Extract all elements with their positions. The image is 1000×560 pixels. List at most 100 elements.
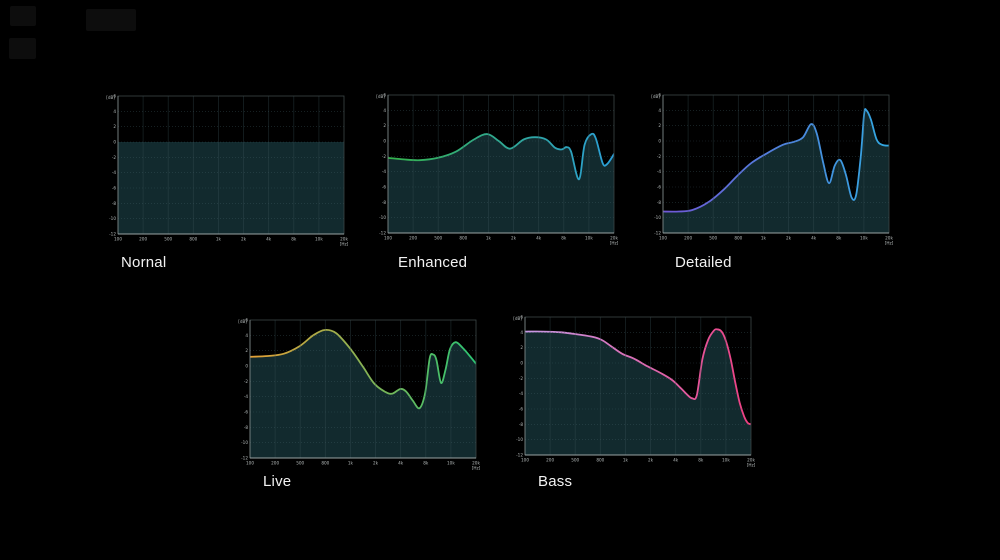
svg-text:20k: 20k (472, 461, 480, 466)
faint-artifact-box (86, 9, 136, 31)
svg-text:-8: -8 (112, 201, 117, 206)
svg-text:500: 500 (571, 458, 579, 463)
chart-title-enhanced: Enhanced (398, 254, 468, 271)
eq-chart-live: [dB] 6 4 2 0 -2 -4 -6 -8 -10 -12 100 200 500 800 1k 2k 4k… (238, 318, 480, 472)
svg-text:20k: 20k (747, 458, 755, 463)
svg-text:-12: -12 (379, 231, 386, 236)
svg-text:200: 200 (139, 237, 147, 242)
svg-text:8k: 8k (836, 236, 842, 241)
svg-text:-6: -6 (244, 410, 249, 415)
eq-chart-enhanced: [dB] 6 4 2 0 -2 -4 -6 -8 -10 -12 100 200 500 800 1k 2k 4k… (376, 93, 618, 247)
svg-text:2: 2 (658, 123, 661, 128)
svg-text:-4: -4 (112, 170, 117, 175)
chart-title-detailed: Detailed (675, 254, 732, 271)
svg-text:[dB]: [dB] (651, 94, 660, 99)
svg-text:-4: -4 (244, 394, 249, 399)
svg-text:-2: -2 (519, 376, 524, 381)
svg-text:4k: 4k (811, 236, 817, 241)
svg-text:-12: -12 (241, 456, 248, 461)
svg-text:100: 100 (659, 236, 667, 241)
svg-text:800: 800 (321, 461, 329, 466)
svg-text:1k: 1k (486, 236, 492, 241)
svg-text:4k: 4k (398, 461, 404, 466)
svg-text:10k: 10k (722, 458, 730, 463)
svg-text:-10: -10 (379, 215, 386, 220)
svg-text:0: 0 (245, 364, 248, 369)
svg-text:10k: 10k (447, 461, 455, 466)
svg-text:500: 500 (709, 236, 717, 241)
svg-text:2k: 2k (241, 237, 247, 242)
svg-text:800: 800 (596, 458, 604, 463)
svg-text:10k: 10k (860, 236, 868, 241)
svg-text:0: 0 (520, 361, 523, 366)
svg-text:8k: 8k (698, 458, 704, 463)
svg-text:-2: -2 (382, 154, 387, 159)
svg-text:[Hz]: [Hz] (610, 241, 618, 246)
svg-text:6: 6 (245, 318, 248, 323)
svg-text:6: 6 (658, 93, 661, 98)
svg-text:-6: -6 (112, 186, 117, 191)
svg-text:500: 500 (164, 237, 172, 242)
svg-text:-8: -8 (244, 425, 249, 430)
svg-text:4: 4 (113, 109, 116, 114)
svg-text:[Hz]: [Hz] (340, 242, 348, 247)
svg-text:500: 500 (296, 461, 304, 466)
svg-text:-10: -10 (241, 440, 248, 445)
svg-text:6: 6 (520, 315, 523, 320)
svg-text:10k: 10k (315, 237, 323, 242)
svg-text:-8: -8 (382, 200, 387, 205)
chart-title-bass: Bass (538, 473, 573, 490)
svg-text:-10: -10 (109, 216, 116, 221)
svg-text:4k: 4k (673, 458, 679, 463)
svg-text:200: 200 (546, 458, 554, 463)
svg-text:-6: -6 (382, 185, 387, 190)
svg-text:-12: -12 (654, 231, 661, 236)
chart-title-normal: Nornal (121, 254, 167, 271)
svg-text:4: 4 (383, 108, 386, 113)
svg-text:20k: 20k (610, 236, 618, 241)
svg-text:2k: 2k (648, 458, 654, 463)
svg-text:20k: 20k (340, 237, 348, 242)
svg-text:4k: 4k (266, 237, 272, 242)
svg-text:200: 200 (684, 236, 692, 241)
svg-text:-12: -12 (516, 453, 523, 458)
svg-text:4k: 4k (536, 236, 542, 241)
svg-text:-4: -4 (382, 169, 387, 174)
svg-text:[dB]: [dB] (106, 95, 115, 100)
svg-text:20k: 20k (885, 236, 893, 241)
svg-text:-2: -2 (112, 155, 117, 160)
svg-text:200: 200 (409, 236, 417, 241)
svg-text:500: 500 (434, 236, 442, 241)
eq-chart-detailed: [dB] 6 4 2 0 -2 -4 -6 -8 -10 -12 100 200 500 800 1k 2k 4k… (651, 93, 893, 247)
svg-text:[dB]: [dB] (513, 316, 522, 321)
svg-text:0: 0 (383, 139, 386, 144)
svg-text:8k: 8k (561, 236, 567, 241)
svg-text:800: 800 (734, 236, 742, 241)
svg-text:4: 4 (520, 330, 523, 335)
svg-text:1k: 1k (216, 237, 222, 242)
svg-text:100: 100 (114, 237, 122, 242)
svg-text:2k: 2k (511, 236, 517, 241)
svg-text:-8: -8 (519, 422, 524, 427)
svg-text:-6: -6 (519, 407, 524, 412)
svg-text:1k: 1k (761, 236, 767, 241)
svg-text:-2: -2 (244, 379, 249, 384)
svg-text:-10: -10 (516, 437, 523, 442)
chart-title-live: Live (263, 473, 292, 490)
svg-text:2: 2 (113, 124, 116, 129)
svg-text:6: 6 (383, 93, 386, 98)
svg-text:[Hz]: [Hz] (472, 466, 480, 471)
svg-text:0: 0 (113, 140, 116, 145)
svg-text:[dB]: [dB] (376, 94, 385, 99)
svg-text:200: 200 (271, 461, 279, 466)
svg-text:4: 4 (658, 108, 661, 113)
svg-text:-4: -4 (657, 169, 662, 174)
svg-text:8k: 8k (291, 237, 297, 242)
svg-text:-4: -4 (519, 391, 524, 396)
eq-chart-normal: [dB] 6 4 2 0 -2 -4 -6 -8 -10 -12 100 200 500 800 1k 2k 4k… (106, 94, 348, 248)
